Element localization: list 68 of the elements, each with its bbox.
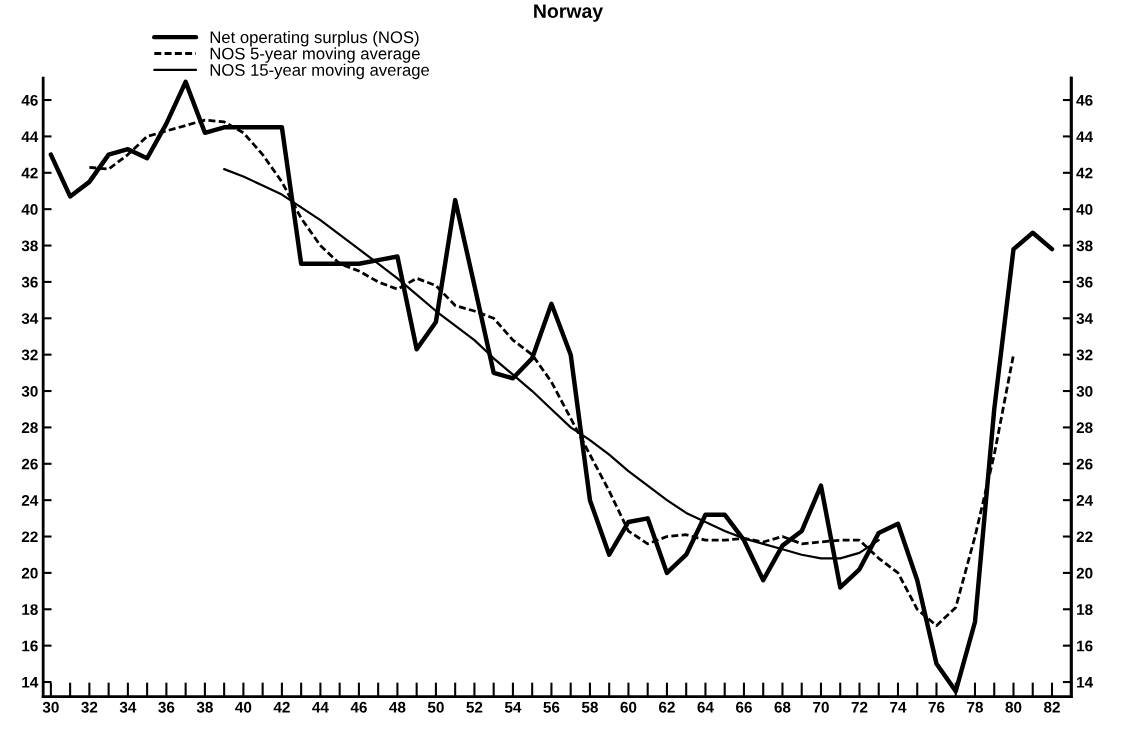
y-tick-label: 14 xyxy=(22,677,39,688)
x-tick-label: 72 xyxy=(851,701,868,713)
y2-tick-label: 46 xyxy=(1076,94,1093,106)
x-tick-label: 34 xyxy=(119,701,137,713)
x-tick-label: 64 xyxy=(697,701,714,713)
y2-tick-label: 26 xyxy=(1076,458,1093,470)
y-tick-label: 18 xyxy=(22,604,38,615)
x-tick-label: 54 xyxy=(504,702,522,713)
x-tick-label: 46 xyxy=(350,701,367,713)
y-tick-label: 40 xyxy=(21,204,38,215)
y-tick-label: 36 xyxy=(21,276,38,288)
legend-label: NOS 15-year moving average xyxy=(210,63,430,80)
y2-tick-label: 40 xyxy=(1076,204,1093,215)
y2-tick-label: 22 xyxy=(1076,531,1093,543)
y2-tick-label: 42 xyxy=(1076,167,1093,179)
x-tick-label: 80 xyxy=(1005,701,1022,713)
y2-tick-label: 16 xyxy=(1077,640,1093,652)
legend-label: Net operating surplus (NOS) xyxy=(210,30,419,47)
x-tick-label: 38 xyxy=(196,701,213,713)
x-tick-label: 76 xyxy=(928,701,945,713)
y2-tick-label: 14 xyxy=(1077,677,1094,688)
y2-tick-label: 28 xyxy=(1076,422,1093,434)
y-tick-label: 26 xyxy=(21,458,38,470)
chart-title: Norway xyxy=(534,4,604,22)
y2-tick-label: 36 xyxy=(1076,276,1093,288)
y-tick-label: 44 xyxy=(21,131,39,142)
x-tick-label: 52 xyxy=(466,701,483,713)
x-tick-label: 68 xyxy=(774,701,791,713)
line-series xyxy=(223,168,880,560)
x-tick-label: 74 xyxy=(890,702,907,713)
x-tick-label: 60 xyxy=(620,701,637,713)
x-tick-label: 62 xyxy=(659,701,675,713)
y2-tick-label: 44 xyxy=(1076,131,1094,142)
x-tick-label: 42 xyxy=(273,701,290,713)
y2-tick-label: 30 xyxy=(1076,385,1093,397)
y2-tick-label: 32 xyxy=(1076,349,1093,361)
x-tick-label: 48 xyxy=(389,701,406,713)
y-tick-label: 34 xyxy=(21,313,39,324)
y2-tick-label: 34 xyxy=(1076,313,1094,324)
y-tick-label: 24 xyxy=(21,495,39,506)
y2-tick-label: 20 xyxy=(1076,567,1093,579)
y-tick-label: 20 xyxy=(21,567,38,579)
x-tick-label: 44 xyxy=(312,702,329,713)
x-tick-label: 56 xyxy=(543,701,560,713)
y2-tick-label: 18 xyxy=(1077,604,1093,615)
x-tick-label: 70 xyxy=(813,701,829,713)
x-tick-label: 82 xyxy=(1043,701,1060,713)
x-tick-label: 32 xyxy=(81,701,98,713)
y-tick-label: 42 xyxy=(21,167,38,179)
x-tick-label: 40 xyxy=(235,701,252,713)
line-series xyxy=(87,118,1015,628)
y-tick-label: 38 xyxy=(21,240,38,252)
y-tick-label: 46 xyxy=(21,94,38,106)
legend-label: NOS 5-year moving average xyxy=(210,47,420,63)
y-tick-label: 28 xyxy=(21,422,38,434)
y-tick-label: 16 xyxy=(22,640,38,652)
y2-tick-label: 38 xyxy=(1076,240,1093,252)
y-tick-label: 22 xyxy=(21,531,38,543)
x-tick-label: 66 xyxy=(736,701,752,713)
y-tick-label: 32 xyxy=(21,349,38,361)
y-tick-label: 30 xyxy=(21,385,38,397)
x-tick-label: 30 xyxy=(42,701,59,713)
x-tick-label: 78 xyxy=(967,701,984,713)
x-tick-label: 58 xyxy=(581,701,598,713)
line-series xyxy=(48,79,1055,694)
x-tick-label: 50 xyxy=(427,701,444,713)
x-tick-label: 36 xyxy=(158,701,175,713)
y2-tick-label: 24 xyxy=(1076,495,1094,506)
